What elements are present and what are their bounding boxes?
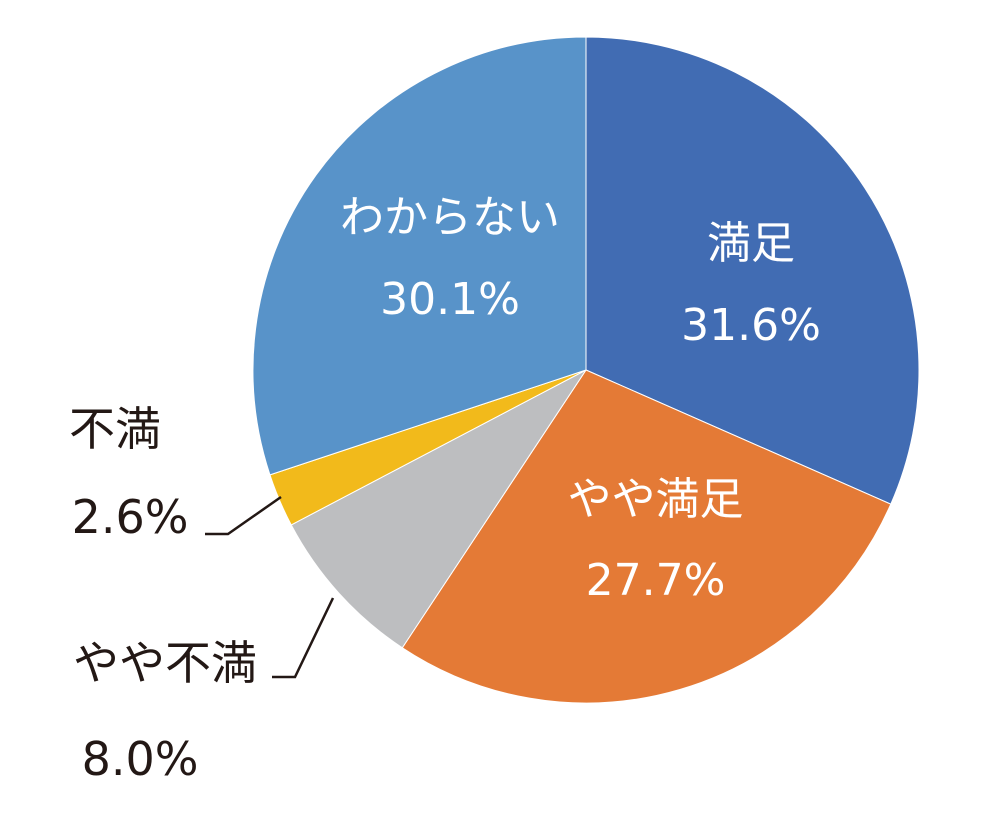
label-yaya-manzoku-pct: 27.7% bbox=[585, 555, 726, 606]
label-yaya-manzoku: やや満足 27.7% bbox=[548, 478, 763, 603]
label-yaya-manzoku-name: やや満足 bbox=[567, 474, 744, 525]
pie-slice bbox=[401, 369, 892, 704]
label-wakaranai: わからない 30.1% bbox=[330, 196, 570, 322]
label-wakaranai-pct: 30.1% bbox=[380, 274, 520, 325]
pie-slices bbox=[252, 36, 920, 704]
pie-slice bbox=[252, 36, 587, 476]
label-yaya-fuman-pct: 8.0% bbox=[81, 732, 199, 786]
leader-line-yaya-fuman bbox=[272, 597, 335, 679]
label-manzoku-pct: 31.6% bbox=[681, 300, 821, 351]
label-manzoku-name: 満足 bbox=[707, 218, 795, 269]
pie-slice bbox=[290, 369, 587, 649]
label-wakaranai-name: わからない bbox=[340, 192, 560, 243]
label-yaya-fuman-name: やや不満 bbox=[73, 636, 257, 690]
label-fuman-name: 不満 bbox=[69, 402, 161, 456]
label-manzoku: 満足 31.6% bbox=[666, 222, 836, 348]
label-yaya-fuman: やや不満 8.0% bbox=[55, 640, 275, 782]
label-fuman: 不満 2.6% bbox=[50, 406, 210, 540]
label-fuman-pct: 2.6% bbox=[71, 490, 189, 544]
leader-line-fuman bbox=[205, 495, 282, 536]
pie-slice bbox=[585, 36, 920, 505]
leader-lines bbox=[205, 495, 335, 679]
